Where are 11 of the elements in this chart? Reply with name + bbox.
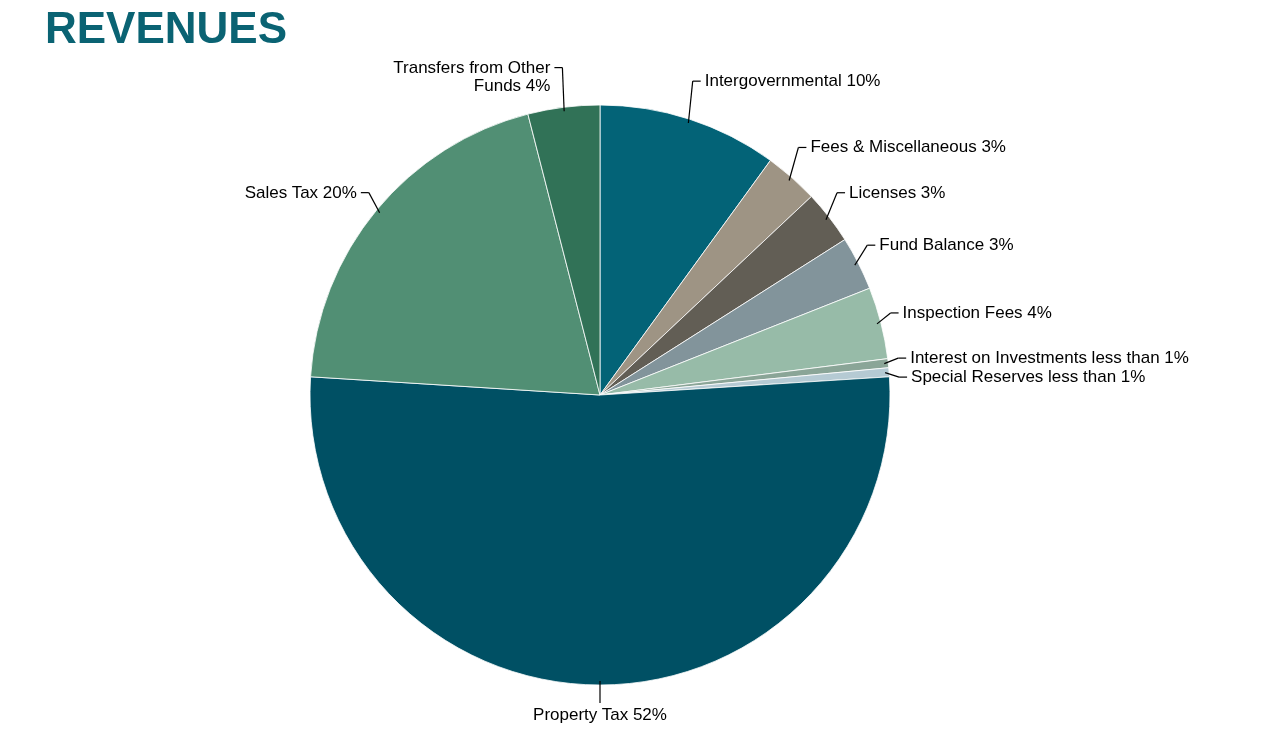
slice-label: Inspection Fees 4% bbox=[902, 302, 1052, 322]
slice-label: Special Reserves less than 1% bbox=[911, 367, 1146, 387]
slice-label: Property Tax 52% bbox=[533, 705, 667, 724]
slice-label: Sales Tax 20% bbox=[244, 182, 357, 202]
slice-label: Transfers from Other Funds 4% bbox=[393, 57, 551, 95]
slice-label: Licenses 3% bbox=[849, 182, 946, 202]
slice-label: Intergovernmental 10% bbox=[704, 71, 881, 91]
slice-label: Interest on Investments less than 1% bbox=[910, 348, 1189, 368]
slice-label: Fees & Miscellaneous 3% bbox=[810, 137, 1006, 157]
slice-label: Fund Balance 3% bbox=[879, 235, 1014, 255]
chart-title: REVENUES bbox=[45, 3, 288, 52]
